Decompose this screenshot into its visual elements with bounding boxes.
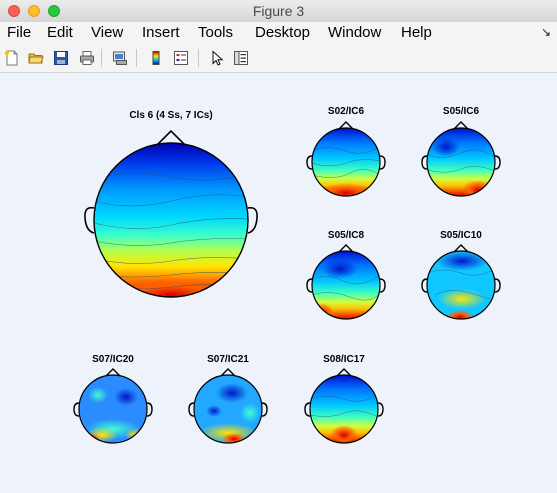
window-title: Figure 3 bbox=[252, 3, 305, 19]
plot-title-s07-ic20: S07/IC20 bbox=[92, 354, 134, 365]
scalp-map-s05-ic6 bbox=[421, 121, 501, 197]
print-preview-icon[interactable] bbox=[112, 50, 128, 66]
colorbar-icon[interactable] bbox=[148, 50, 164, 66]
save-icon[interactable] bbox=[53, 50, 69, 66]
menu-bar: File Edit View Insert Tools Desktop Wind… bbox=[0, 22, 557, 44]
menu-help[interactable]: Help bbox=[401, 24, 432, 41]
print-icon[interactable] bbox=[79, 50, 95, 66]
plot-title-s05-ic6: S05/IC6 bbox=[442, 106, 480, 117]
figure-axes bbox=[73, 121, 501, 444]
toolbar bbox=[0, 44, 557, 73]
property-editor-icon[interactable] bbox=[233, 50, 249, 66]
title-bar[interactable]: Figure 3 bbox=[0, 0, 557, 23]
scalp-map-s07-ic21 bbox=[188, 368, 268, 444]
scalp-map-cluster-mean bbox=[84, 129, 258, 298]
legend-icon[interactable] bbox=[173, 50, 189, 66]
scalp-map-s05-ic10 bbox=[421, 244, 501, 320]
menu-view[interactable]: View bbox=[91, 24, 124, 41]
toolbar-separator bbox=[136, 49, 137, 67]
scalp-map-s02-ic6 bbox=[306, 121, 386, 197]
toolbar-separator bbox=[101, 49, 102, 67]
plot-title-s02-ic6: S02/IC6 bbox=[327, 106, 365, 117]
open-folder-icon[interactable] bbox=[28, 50, 44, 66]
scalp-map-s08-ic17 bbox=[304, 368, 384, 444]
maximize-button[interactable] bbox=[48, 5, 60, 17]
menu-insert[interactable]: Insert bbox=[142, 24, 180, 41]
close-button[interactable] bbox=[8, 5, 20, 17]
minimize-button[interactable] bbox=[28, 5, 40, 17]
plot-title-cluster: Cls 6 (4 Ss, 7 ICs) bbox=[129, 110, 213, 121]
plot-title-s07-ic21: S07/IC21 bbox=[207, 354, 249, 365]
plot-title-s05-ic10: S05/IC10 bbox=[440, 230, 482, 241]
figure-canvas: Cls 6 (4 Ss, 7 ICs) S02/IC6 S05/IC6 S05/… bbox=[0, 73, 557, 493]
plot-title-s08-ic17: S08/IC17 bbox=[323, 354, 365, 365]
toolbar-separator bbox=[198, 49, 199, 67]
plot-title-s05-ic8: S05/IC8 bbox=[327, 230, 365, 241]
pointer-icon[interactable] bbox=[209, 50, 225, 66]
new-file-icon[interactable] bbox=[4, 50, 20, 66]
scalp-map-s05-ic8 bbox=[306, 244, 386, 320]
menu-file[interactable]: File bbox=[7, 24, 32, 41]
menu-tools[interactable]: Tools bbox=[198, 24, 234, 41]
menu-window[interactable]: Window bbox=[328, 24, 382, 41]
scalp-map-s07-ic20 bbox=[73, 368, 153, 444]
menu-dock-arrow-icon[interactable]: ↘ bbox=[540, 25, 551, 39]
menu-desktop[interactable]: Desktop bbox=[255, 24, 311, 41]
menu-edit[interactable]: Edit bbox=[47, 24, 73, 41]
